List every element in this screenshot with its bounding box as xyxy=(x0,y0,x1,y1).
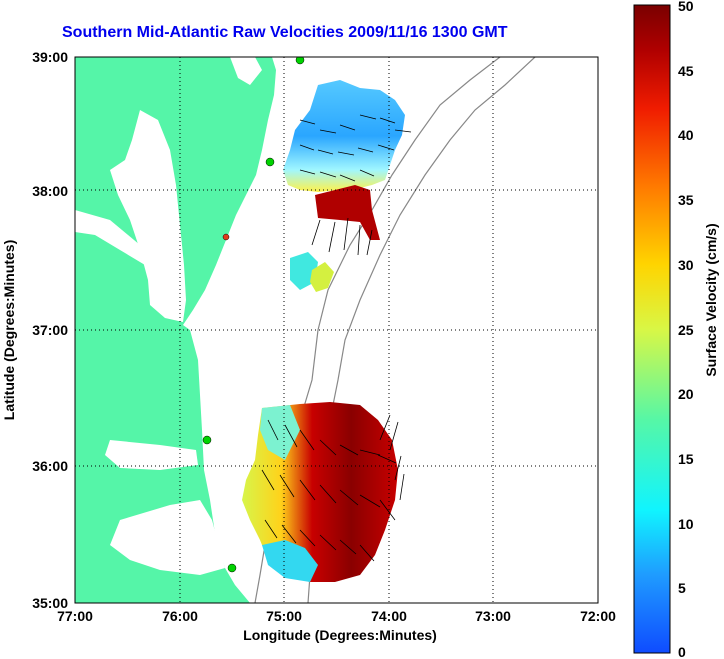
small-yellow-patch xyxy=(310,262,334,292)
grid-lines xyxy=(75,57,598,603)
x-tick-label: 72:00 xyxy=(580,608,616,624)
south-cyan-top xyxy=(260,405,300,460)
velocity-vectors xyxy=(261,114,412,562)
x-tick-label: 73:00 xyxy=(475,608,511,624)
station-marker xyxy=(202,435,212,445)
y-tick-label: 38:00 xyxy=(32,183,68,199)
south-cyan-edge xyxy=(262,540,318,582)
y-tick-label: 36:00 xyxy=(32,458,68,474)
north-velocity-field xyxy=(283,80,405,192)
colorbar-tick-label: 15 xyxy=(678,451,694,467)
x-axis-ticks: 77:00 76:00 75:00 74:00 73:00 72:00 xyxy=(57,608,616,624)
x-tick-label: 77:00 xyxy=(57,608,93,624)
north-red-patch xyxy=(315,185,380,240)
potomac-river xyxy=(75,210,150,265)
colorbar xyxy=(633,4,671,654)
colorbar-label: Surface Velocity (cm/s) xyxy=(703,223,719,376)
x-tick-label: 76:00 xyxy=(162,608,198,624)
albemarle-sound xyxy=(105,440,198,470)
colorbar-tick-label: 35 xyxy=(678,192,694,208)
colorbar-tick-label: 50 xyxy=(678,0,694,14)
x-tick-label: 74:00 xyxy=(371,608,407,624)
station-marker xyxy=(265,157,275,167)
colorbar-ticks: 50 45 40 35 30 25 20 15 10 5 0 xyxy=(678,0,694,659)
colorbar-tick-label: 45 xyxy=(678,63,694,79)
y-axis-label: Latitude (Degrees:Minutes) xyxy=(1,240,17,420)
plot-border xyxy=(74,56,599,604)
colorbar-tick-label: 20 xyxy=(678,386,694,402)
y-tick-label: 37:00 xyxy=(32,322,68,338)
station-marker xyxy=(295,57,305,65)
chesapeake-bay xyxy=(110,110,186,322)
station-marker xyxy=(227,563,237,573)
colorbar-tick-label: 40 xyxy=(678,127,694,143)
station-marker-alt xyxy=(222,233,230,241)
y-tick-label: 35:00 xyxy=(32,595,68,611)
colorbar-tick-label: 10 xyxy=(678,516,694,532)
y-axis-ticks: 39:00 38:00 37:00 36:00 35:00 xyxy=(32,49,68,611)
colorbar-tick-label: 5 xyxy=(678,580,686,596)
y-tick-label: 39:00 xyxy=(32,49,68,65)
delaware-bay xyxy=(230,57,262,85)
map-title: Southern Mid-Atlantic Raw Velocities 200… xyxy=(62,24,508,41)
colorbar-tick-label: 0 xyxy=(678,644,686,659)
colorbar-tick-label: 30 xyxy=(678,257,694,273)
colorbar-tick-label: 25 xyxy=(678,322,694,338)
x-axis-label: Longitude (Degrees:Minutes) xyxy=(243,627,437,643)
pamlico-sound xyxy=(110,500,225,575)
x-tick-label: 75:00 xyxy=(266,608,302,624)
